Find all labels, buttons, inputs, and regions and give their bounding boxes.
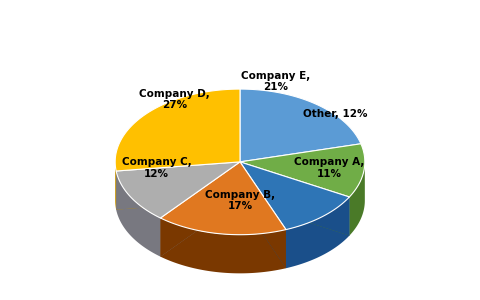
PathPatch shape xyxy=(349,162,365,236)
Text: Company C,
12%: Company C, 12% xyxy=(122,157,192,178)
PathPatch shape xyxy=(116,162,240,210)
PathPatch shape xyxy=(116,171,160,256)
PathPatch shape xyxy=(160,162,240,256)
Text: Company E,
21%: Company E, 21% xyxy=(241,71,310,92)
PathPatch shape xyxy=(116,162,240,210)
PathPatch shape xyxy=(160,218,286,273)
PathPatch shape xyxy=(160,162,240,256)
PathPatch shape xyxy=(240,162,349,230)
PathPatch shape xyxy=(240,162,286,268)
PathPatch shape xyxy=(240,144,365,197)
PathPatch shape xyxy=(115,89,240,171)
PathPatch shape xyxy=(115,162,116,210)
Text: Company A,
11%: Company A, 11% xyxy=(294,157,364,178)
PathPatch shape xyxy=(240,162,349,236)
PathPatch shape xyxy=(116,162,240,218)
Text: Company B,
17%: Company B, 17% xyxy=(205,190,275,211)
PathPatch shape xyxy=(160,162,286,235)
PathPatch shape xyxy=(240,162,286,268)
PathPatch shape xyxy=(240,162,349,236)
PathPatch shape xyxy=(286,197,349,268)
Text: Company D,
27%: Company D, 27% xyxy=(139,89,210,110)
Text: Other, 12%: Other, 12% xyxy=(303,109,367,119)
PathPatch shape xyxy=(240,89,361,162)
